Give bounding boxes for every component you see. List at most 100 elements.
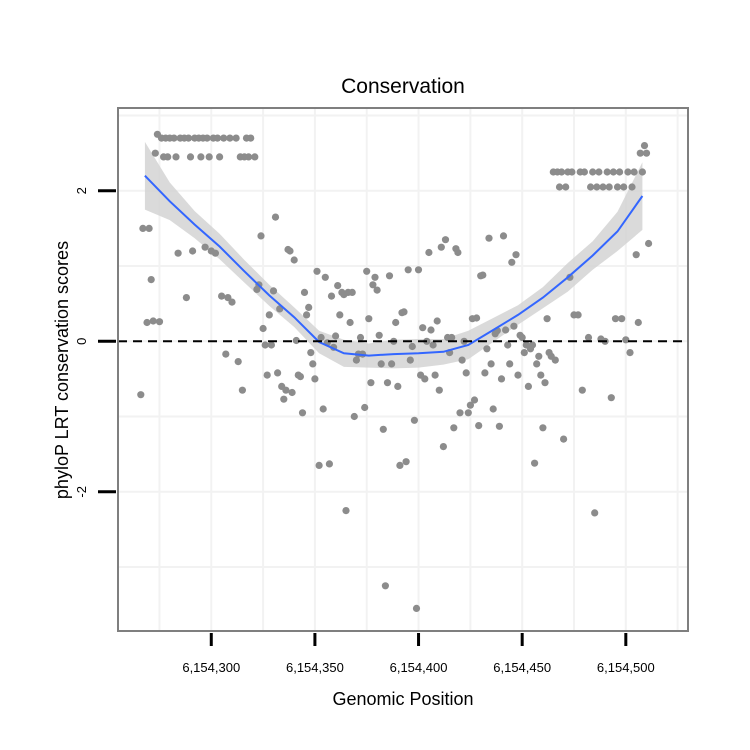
data-point	[247, 134, 255, 142]
x-axis-label: Genomic Position	[332, 689, 473, 709]
data-point	[421, 375, 429, 383]
data-point	[456, 409, 464, 417]
data-point	[495, 422, 503, 430]
data-point	[234, 358, 242, 366]
data-point	[611, 315, 620, 323]
data-point	[618, 315, 626, 323]
chart-title: Conservation	[341, 75, 465, 98]
data-point	[584, 333, 593, 342]
data-point	[433, 317, 441, 325]
data-point	[189, 247, 197, 255]
data-point	[226, 134, 234, 142]
confidence-band-area	[144, 141, 643, 369]
data-point	[379, 425, 387, 433]
data-point	[431, 371, 439, 379]
data-point	[261, 341, 269, 349]
data-point	[396, 461, 404, 469]
data-point	[558, 168, 566, 176]
data-point	[528, 341, 537, 349]
data-point	[218, 292, 226, 300]
data-point	[568, 168, 576, 176]
data-point	[361, 403, 369, 412]
data-point	[311, 375, 319, 383]
data-point	[197, 153, 205, 161]
x-tick-label: 6,154,300	[182, 660, 240, 675]
data-point	[404, 266, 412, 274]
data-point	[137, 391, 145, 399]
data-point	[313, 267, 321, 275]
data-point	[462, 369, 470, 377]
x-tick-label: 6,154,350	[286, 660, 344, 675]
data-point	[603, 168, 611, 176]
data-point	[220, 134, 228, 142]
data-point	[402, 458, 410, 466]
data-point	[499, 232, 508, 240]
data-point	[537, 371, 545, 379]
data-point	[589, 168, 597, 176]
data-point	[560, 435, 568, 443]
data-point	[408, 342, 416, 351]
data-point	[483, 345, 491, 353]
data-point	[638, 168, 647, 176]
data-point	[591, 509, 599, 517]
data-point	[520, 349, 528, 357]
data-point	[645, 239, 653, 248]
data-point	[201, 243, 209, 251]
data-point	[265, 311, 273, 319]
data-points	[137, 130, 653, 613]
data-point	[502, 326, 510, 334]
data-point	[352, 356, 360, 364]
data-point	[435, 386, 443, 394]
data-point	[238, 386, 246, 394]
data-point	[203, 134, 211, 142]
data-point	[332, 332, 340, 340]
data-point	[245, 153, 253, 161]
data-point	[164, 153, 172, 161]
data-point	[514, 371, 522, 379]
data-point	[510, 322, 518, 330]
data-point	[613, 183, 622, 191]
data-point	[624, 168, 632, 176]
data-point	[303, 311, 311, 319]
data-point	[251, 153, 259, 161]
data-point	[290, 256, 298, 264]
gridlines	[118, 108, 688, 631]
data-point	[489, 405, 497, 413]
data-point	[147, 276, 155, 284]
data-point	[595, 168, 603, 176]
data-point	[186, 153, 195, 161]
data-point	[512, 251, 520, 259]
data-point	[348, 288, 356, 296]
data-point	[383, 379, 392, 387]
data-point	[356, 333, 365, 342]
data-point	[334, 282, 342, 290]
data-point	[151, 149, 159, 157]
data-point	[470, 396, 479, 404]
data-point	[475, 422, 483, 430]
x-tick-label: 6,154,500	[597, 660, 655, 675]
data-point	[437, 243, 445, 251]
data-point	[327, 292, 336, 300]
data-point	[642, 149, 651, 157]
data-point	[182, 294, 190, 302]
data-point	[533, 360, 541, 368]
data-point	[307, 349, 315, 357]
data-point	[292, 336, 300, 345]
data-point	[473, 314, 481, 322]
smooth-line	[144, 175, 644, 357]
data-point	[298, 409, 307, 417]
data-point	[388, 360, 396, 368]
data-point	[524, 382, 533, 390]
data-point	[622, 336, 630, 344]
data-point	[578, 386, 586, 394]
data-point	[184, 134, 193, 142]
data-point	[263, 371, 271, 379]
data-point	[375, 331, 383, 339]
data-point	[394, 382, 402, 390]
data-point	[562, 183, 570, 191]
data-point	[439, 443, 447, 451]
data-point	[630, 168, 638, 176]
data-point	[172, 153, 180, 161]
data-point	[211, 249, 219, 257]
confidence-band	[144, 141, 643, 369]
